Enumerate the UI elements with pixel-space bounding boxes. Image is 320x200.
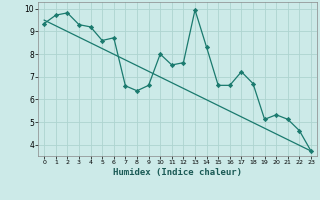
X-axis label: Humidex (Indice chaleur): Humidex (Indice chaleur) <box>113 168 242 177</box>
